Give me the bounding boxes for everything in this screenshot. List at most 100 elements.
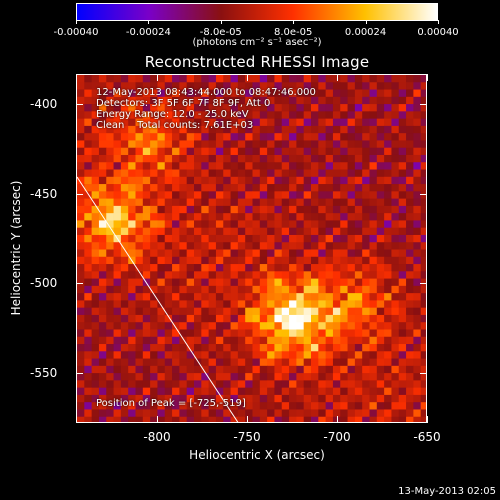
heatmap-cell — [267, 344, 275, 352]
heatmap-cell — [142, 256, 151, 265]
heatmap-cell — [406, 365, 414, 374]
heatmap-cell — [420, 380, 426, 389]
heatmap-cell — [120, 416, 129, 422]
heatmap-cell — [281, 249, 290, 258]
heatmap-cell — [98, 402, 107, 410]
heatmap-cell — [215, 227, 224, 236]
heatmap-cell — [91, 387, 100, 396]
heatmap-cell — [391, 184, 400, 192]
heatmap-cell — [237, 249, 246, 258]
heatmap-cell — [215, 373, 224, 381]
heatmap-cell — [172, 351, 180, 359]
heatmap-cell — [98, 256, 107, 265]
heatmap-cell — [142, 213, 151, 221]
heatmap-cell — [384, 256, 392, 265]
heatmap-cell — [223, 271, 231, 279]
heatmap-cell — [289, 169, 297, 178]
heatmap-cell — [215, 234, 224, 243]
heatmap-cell — [311, 336, 319, 345]
heatmap-cell — [413, 75, 422, 83]
heatmap-cell — [194, 220, 202, 229]
heatmap-cell — [223, 314, 231, 323]
heatmap-cell — [157, 307, 166, 316]
heatmap-cell — [142, 351, 151, 359]
heatmap-cell — [113, 191, 122, 199]
heatmap-cell — [135, 307, 144, 316]
heatmap-cell — [194, 111, 202, 120]
heatmap-cell — [420, 118, 426, 127]
heatmap-cell — [340, 285, 348, 294]
heatmap-cell — [296, 147, 305, 156]
heatmap-cell — [274, 162, 283, 170]
heatmap-cell — [106, 82, 114, 90]
heatmap-cell — [150, 336, 158, 345]
heatmap-cell — [77, 322, 85, 330]
heatmap-cell — [128, 402, 136, 410]
heatmap-cell — [274, 191, 283, 199]
heatmap-cell — [91, 329, 100, 338]
heatmap-cell — [252, 147, 261, 156]
heatmap-cell — [120, 227, 129, 236]
heatmap-cell — [215, 387, 224, 396]
heatmap-cell — [384, 220, 392, 229]
heatmap-cell — [186, 351, 195, 359]
heatmap-cell — [406, 111, 414, 120]
heatmap-cell — [259, 307, 268, 316]
heatmap-cell — [157, 75, 166, 83]
heatmap-cell — [223, 409, 231, 418]
heatmap-cell — [142, 147, 151, 156]
heatmap-cell — [164, 75, 173, 83]
heatmap-cell — [201, 242, 210, 250]
heatmap-cell — [325, 125, 334, 134]
heatmap-cell — [179, 394, 188, 403]
heatmap-cell — [164, 300, 173, 309]
heatmap-cell — [237, 75, 246, 83]
heatmap-cell — [362, 176, 370, 185]
heatmap-cell — [230, 409, 239, 418]
heatmap-cell — [362, 89, 370, 98]
heatmap-cell — [325, 133, 334, 141]
heatmap-cell — [354, 358, 363, 367]
heatmap-cell — [201, 133, 210, 141]
heatmap-cell — [245, 264, 253, 272]
heatmap-cell — [281, 285, 290, 294]
heatmap-cell — [135, 89, 144, 98]
heatmap-cell — [84, 409, 93, 418]
heatmap-cell — [289, 96, 297, 105]
heatmap-cell — [172, 125, 180, 134]
heatmap-cell — [281, 154, 290, 163]
heatmap-cell — [303, 307, 312, 316]
info-energy-range: Energy Range: 12.0 - 25.0 keV — [96, 109, 249, 120]
heatmap-cell — [406, 154, 414, 163]
x-tick-mark — [247, 74, 248, 81]
heatmap-cell — [186, 402, 195, 410]
heatmap-cell — [274, 402, 283, 410]
heatmap-cell — [406, 162, 414, 170]
heatmap-cell — [267, 387, 275, 396]
heatmap-cell — [289, 213, 297, 221]
heatmap-cell — [245, 365, 253, 374]
heatmap-cell — [340, 125, 348, 134]
heatmap-cell — [91, 227, 100, 236]
heatmap-cell — [245, 154, 253, 163]
heatmap-cell — [362, 147, 370, 156]
heatmap-cell — [215, 264, 224, 272]
heatmap-cell — [208, 198, 217, 207]
heatmap-cell — [172, 322, 180, 330]
heatmap-cell — [237, 118, 246, 127]
heatmap-cell — [369, 191, 378, 199]
heatmap-cell — [84, 373, 93, 381]
heatmap-cell — [98, 344, 107, 352]
heatmap-cell — [384, 184, 392, 192]
heatmap-cell — [413, 314, 422, 323]
heatmap-cell — [77, 365, 85, 374]
heatmap-cell — [267, 234, 275, 243]
heatmap-cell — [106, 111, 114, 120]
heatmap-cell — [340, 307, 348, 316]
heatmap-cell — [106, 89, 114, 98]
heatmap-cell — [354, 242, 363, 250]
heatmap-cell — [142, 220, 151, 229]
heatmap-cell — [230, 213, 239, 221]
heatmap-cell — [362, 169, 370, 178]
heatmap-cell — [142, 322, 151, 330]
